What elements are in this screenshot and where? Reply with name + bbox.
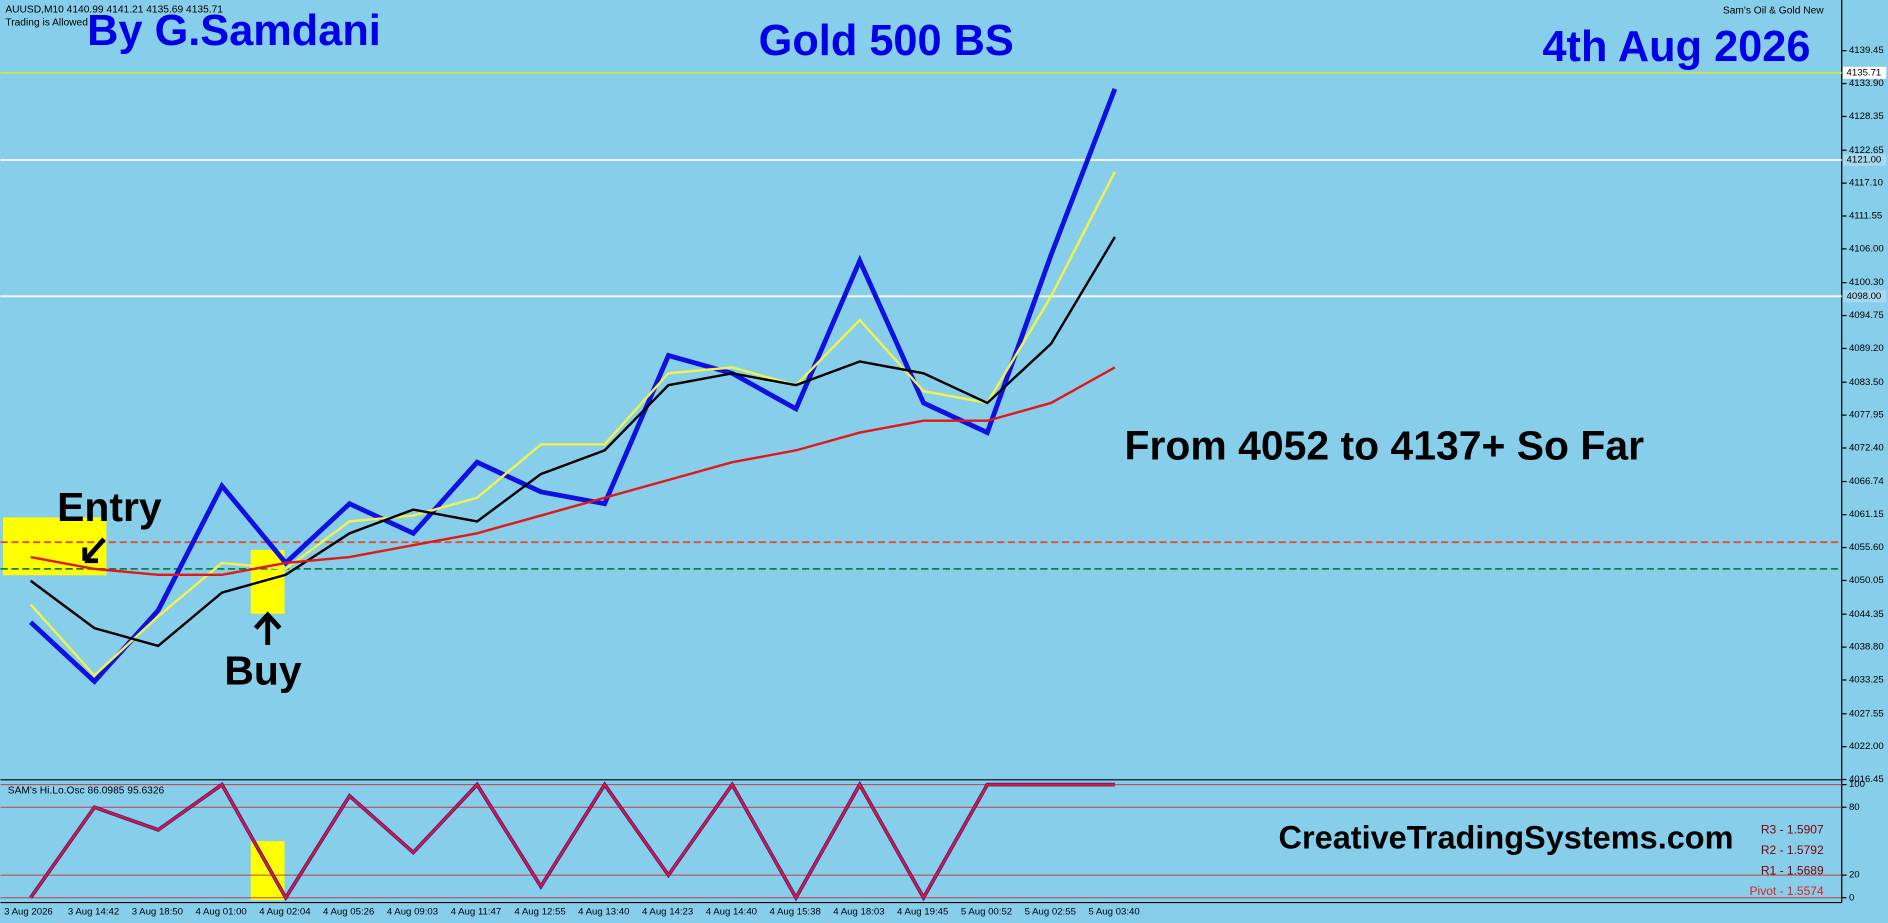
author: By G.Samdani <box>87 7 381 55</box>
y-tick-label: 4061.15 <box>1849 509 1884 520</box>
y-tick-label: 4083.50 <box>1849 377 1884 388</box>
y-tick-label: 4133.90 <box>1849 78 1884 89</box>
series-line <box>30 366 1116 577</box>
x-tick-label: 4 Aug 02:04 <box>259 907 311 918</box>
y-tick-label: 4111.55 <box>1849 211 1882 222</box>
entry-highlight <box>2 517 107 576</box>
y-tick-label: 4100.30 <box>1849 277 1884 288</box>
entry-label: Entry <box>57 484 162 530</box>
buy-label: Buy <box>224 648 302 694</box>
pivot-label: R1 - 1.5689 <box>1761 863 1824 877</box>
x-tick-label: 3 Aug 14:42 <box>68 907 119 918</box>
headline: Gold 500 BS <box>759 17 1014 65</box>
y-tick-label: 4022.00 <box>1849 741 1884 752</box>
series-line <box>29 171 1116 678</box>
pivot-label: R3 - 1.5907 <box>1761 823 1824 837</box>
y-tick-label: 4050.05 <box>1849 575 1884 586</box>
y-tick-label: 100 <box>1849 779 1865 790</box>
series-line <box>29 236 1116 648</box>
y-tick-label: 20 <box>1849 870 1860 881</box>
symbol-info: AUUSD,M10 4140.99 4141.21 4135.69 4135.7… <box>5 4 223 15</box>
pivot-label: R2 - 1.5792 <box>1761 843 1824 857</box>
y-tick-label: 4016.45 <box>1849 774 1884 785</box>
y-tick-label: 4038.80 <box>1849 642 1884 653</box>
trading-status: Trading is Allowed <box>5 18 88 29</box>
y-tick-label: 4117.10 <box>1849 178 1883 189</box>
buy-highlight <box>250 549 285 614</box>
y-tick-label: 4027.55 <box>1849 708 1884 719</box>
osc-highlight <box>250 841 285 901</box>
x-tick-label: 4 Aug 01:00 <box>195 907 246 918</box>
x-tick-label: 4 Aug 15:38 <box>770 907 821 918</box>
x-tick-label: 4 Aug 14:40 <box>706 907 757 918</box>
x-tick-label: 4 Aug 12:55 <box>514 907 565 918</box>
price-tag-label: 4098.00 <box>1847 291 1882 302</box>
buy-arrow <box>253 611 282 646</box>
x-tick-label: 3 Aug 18:50 <box>132 907 183 918</box>
x-tick-label: 4 Aug 05:26 <box>323 907 374 918</box>
y-tick-label: 4106.00 <box>1849 243 1884 254</box>
price-tag <box>1842 290 1887 303</box>
x-tick-label: 4 Aug 19:45 <box>897 907 948 918</box>
y-tick-label: 4066.74 <box>1849 476 1884 487</box>
x-tick-label: 4 Aug 18:03 <box>833 907 884 918</box>
y-tick-label: 4077.95 <box>1849 410 1884 421</box>
y-tick-label: 4044.35 <box>1849 609 1884 620</box>
y-tick-label: 4033.25 <box>1849 675 1884 686</box>
y-tick-label: 4089.20 <box>1849 343 1884 354</box>
x-tick-label: 4 Aug 11:47 <box>451 907 502 918</box>
y-tick-label: 0 <box>1849 892 1854 903</box>
x-tick-label: 5 Aug 03:40 <box>1088 907 1139 918</box>
y-tick-label: 4139.45 <box>1849 45 1884 56</box>
osc-title: SAM's Hi.Lo.Osc 86.0985 95.6326 <box>8 785 165 796</box>
x-tick-label: 4 Aug 13:40 <box>578 907 629 918</box>
website: CreativeTradingSystems.com <box>1279 820 1734 856</box>
y-tick-label: 4122.65 <box>1849 145 1884 156</box>
price-tag <box>1842 153 1887 167</box>
price-tag-label: 4135.71 <box>1847 67 1882 78</box>
x-tick-label: 5 Aug 00:52 <box>961 907 1012 918</box>
series-line <box>29 782 1115 901</box>
x-tick-label: 3 Aug 2026 <box>4 907 53 918</box>
entry-arrow <box>82 537 106 564</box>
x-tick-label: 4 Aug 09:03 <box>387 907 438 918</box>
price-tag-label: 4121.00 <box>1847 155 1882 166</box>
x-tick-label: 5 Aug 02:55 <box>1025 907 1076 918</box>
result: From 4052 to 4137+ So Far <box>1125 423 1645 469</box>
plot: 4139.45 4133.90 4128.35 4122.65 4117.10 4111.… <box>0 45 1887 918</box>
date: 4th Aug 2026 <box>1542 23 1810 71</box>
y-tick-label: 80 <box>1849 802 1860 813</box>
pivot-label: Pivot - 1.5574 <box>1750 884 1824 898</box>
y-tick-label: 4072.40 <box>1849 443 1884 454</box>
price-tag <box>1842 66 1887 79</box>
y-tick-label: 4128.35 <box>1849 111 1884 122</box>
x-tick-label: 4 Aug 14:23 <box>642 907 693 918</box>
y-tick-label: 4094.75 <box>1849 310 1884 321</box>
y-tick-label: 4055.60 <box>1849 542 1884 553</box>
series-line <box>28 88 1118 685</box>
indicator-name: Sam's Oil & Gold New <box>1723 6 1824 17</box>
